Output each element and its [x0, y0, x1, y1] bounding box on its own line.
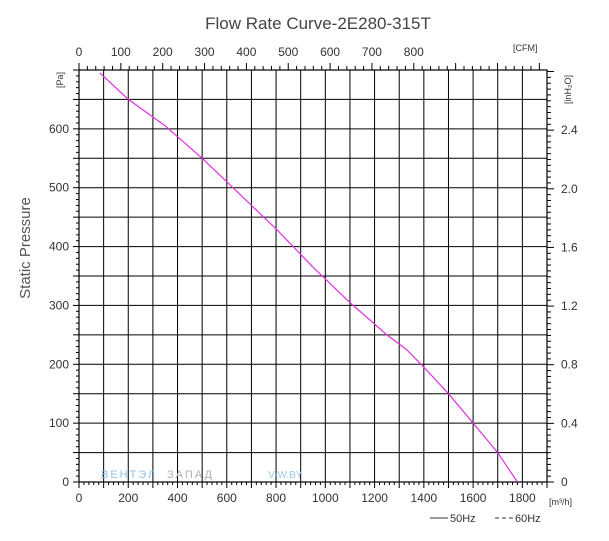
y-tick-label: 500 — [49, 181, 69, 195]
watermark: ВЕНТЭЛ ЗАПАД V-W.BY — [101, 469, 303, 481]
x-tick-label: 0 — [76, 491, 83, 505]
y-unit-label: [Pa] — [55, 72, 65, 88]
y-tick-label: 400 — [49, 240, 69, 254]
x-unit-label: [m³/h] — [549, 497, 572, 507]
y-tick-label: 600 — [49, 122, 69, 136]
y-tick-label: 100 — [49, 416, 69, 430]
right-tick-label: 2.0 — [561, 182, 578, 196]
top-tick-label: 300 — [195, 45, 215, 59]
top-tick-label: 600 — [320, 45, 340, 59]
watermark-brand-gray: ЗАПАД — [167, 469, 214, 481]
right-tick-label: 0.8 — [561, 358, 578, 372]
top-axis-unit-label: [CFM] — [513, 43, 538, 53]
x-tick-label: 1200 — [361, 491, 388, 505]
watermark-brand-blue: ВЕНТЭЛ — [101, 469, 157, 481]
y-tick-label: 0 — [62, 475, 69, 489]
x-tick-label: 1000 — [312, 491, 339, 505]
series-line-50hz — [99, 72, 518, 483]
top-tick-label: 200 — [153, 45, 173, 59]
x-tick-label: 800 — [266, 491, 286, 505]
right-tick-label: 1.6 — [561, 240, 578, 254]
tick-labels: 0 200 400 600 800 1000 1200 1400 1600 18000100200… — [49, 45, 578, 505]
watermark-site: V-W.BY — [268, 470, 303, 481]
right-tick-label: 2.4 — [561, 123, 578, 137]
top-tick-label: 700 — [362, 45, 382, 59]
x-tick-label: 600 — [217, 491, 237, 505]
chart-title: Flow Rate Curve-2E280-315T — [205, 14, 431, 33]
top-tick-label: 100 — [111, 45, 131, 59]
y-tick-label: 300 — [49, 298, 69, 312]
series-layer — [99, 72, 518, 483]
right-tick-label: 0 — [561, 475, 568, 489]
legend-50hz-label: 50Hz — [450, 513, 476, 525]
top-tick-label: 500 — [278, 45, 298, 59]
x-tick-label: 200 — [118, 491, 138, 505]
x-tick-label: 1800 — [509, 491, 536, 505]
top-tick-label: 0 — [76, 45, 83, 59]
y-axis-title: Static Pressure — [17, 197, 34, 299]
x-tick-label: 1400 — [410, 491, 437, 505]
top-tick-label: 800 — [404, 45, 424, 59]
legend: 50Hz 60Hz — [430, 513, 541, 525]
y-tick-label: 200 — [49, 357, 69, 371]
x-tick-label: 400 — [168, 491, 188, 505]
right-tick-label: 0.4 — [561, 416, 578, 430]
right-tick-label: 1.2 — [561, 299, 578, 313]
chart-grid — [78, 69, 548, 483]
right-axis-unit-label: [inH₂O] — [563, 75, 573, 104]
x-tick-label: 1600 — [460, 491, 487, 505]
legend-60hz-label: 60Hz — [515, 513, 541, 525]
tick-marks — [73, 63, 554, 488]
top-tick-label: 400 — [236, 45, 256, 59]
